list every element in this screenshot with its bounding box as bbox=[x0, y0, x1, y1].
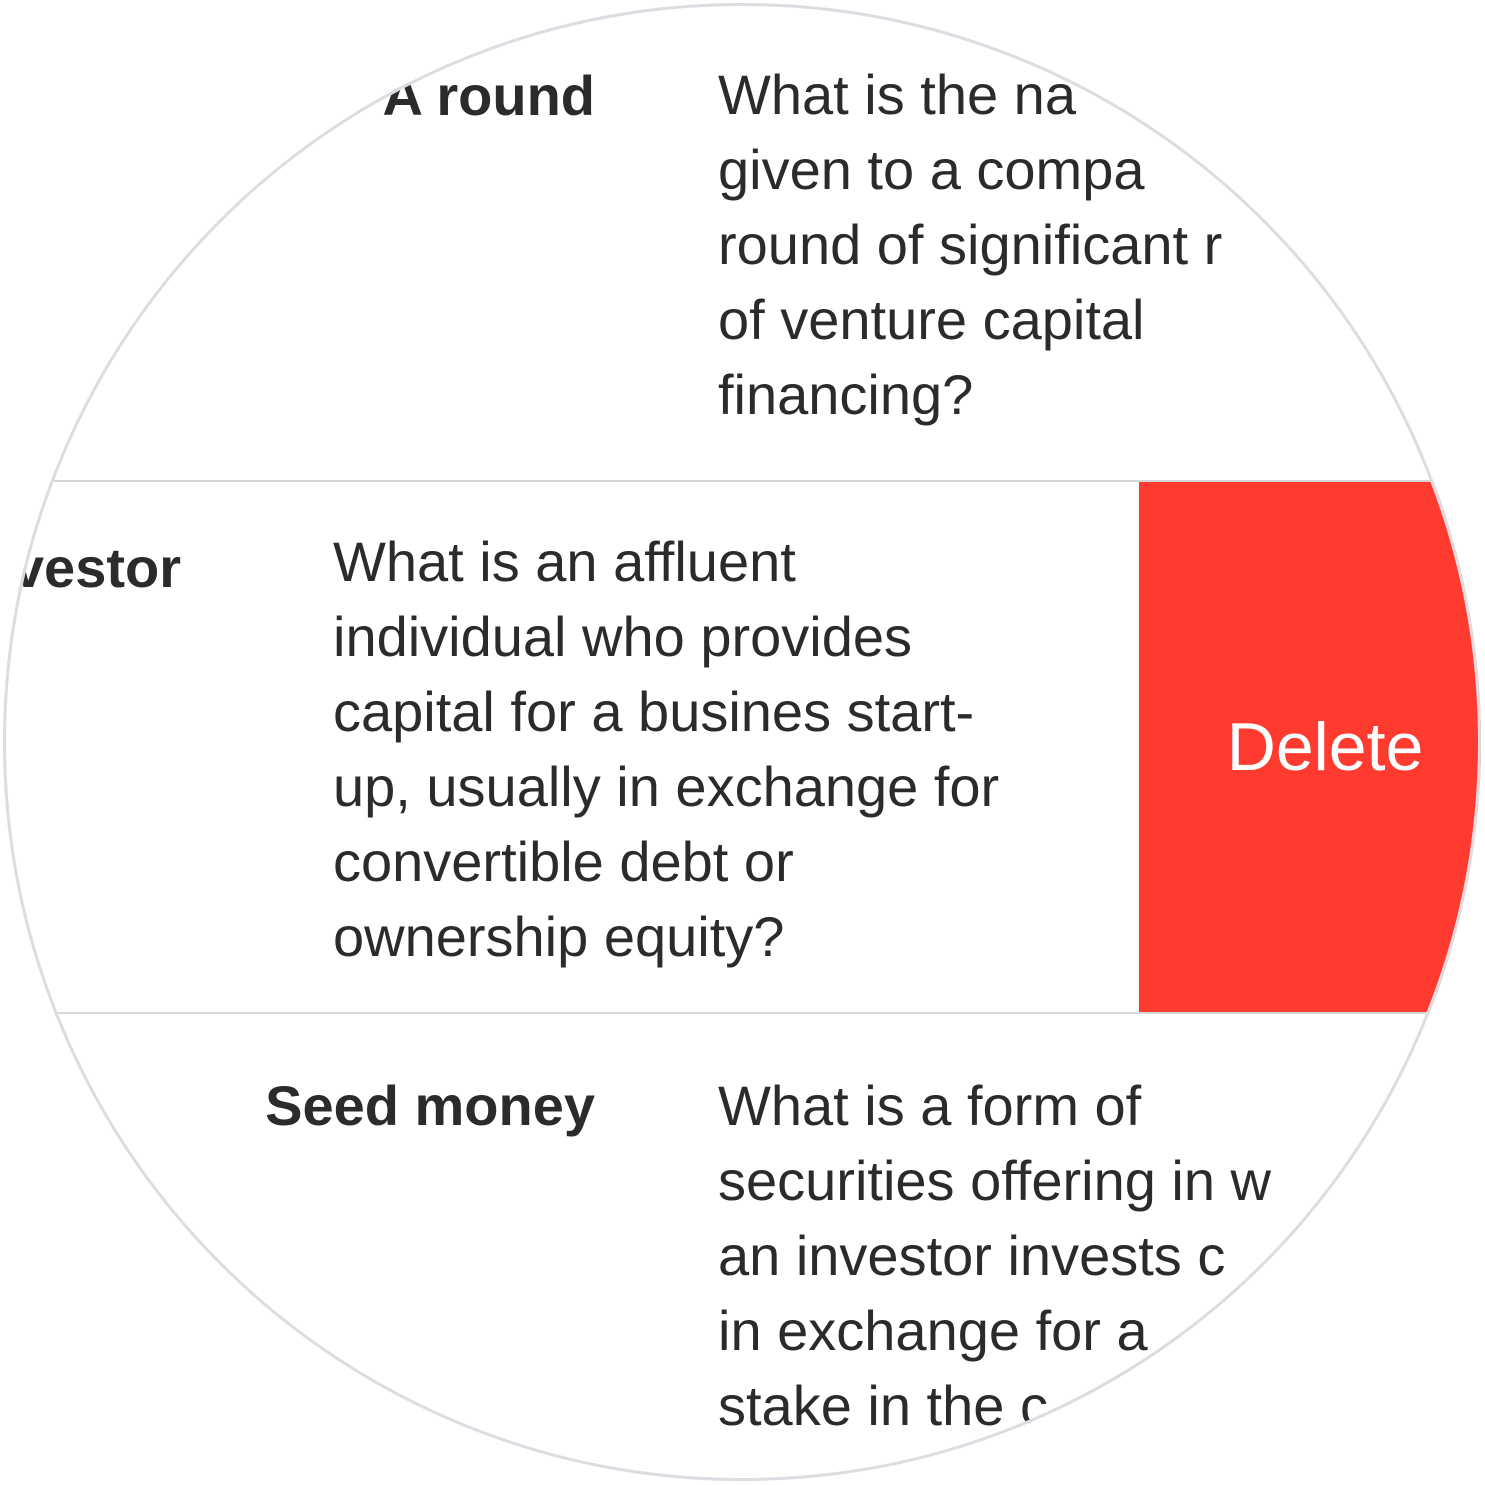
definition-line: What is a form of bbox=[718, 1074, 1142, 1137]
list-item[interactable]: Seed money What is a form of securities … bbox=[3, 1014, 1481, 1481]
list-item[interactable]: A round What is the na given to a compa … bbox=[3, 3, 1481, 480]
term-label: Seed money bbox=[265, 1074, 595, 1137]
definition-text: What is the na given to a compa round of… bbox=[718, 57, 1222, 432]
definition-line: securities offering in w bbox=[718, 1149, 1271, 1212]
definition-line: of venture capital bbox=[718, 288, 1145, 351]
definition-line: up, usually in exchange for bbox=[333, 755, 1000, 818]
definition-line: in exchange for a bbox=[718, 1299, 1148, 1362]
definition-line: financing? bbox=[718, 363, 974, 426]
definition-line: convertible debt or bbox=[333, 830, 794, 893]
list-item-swiped[interactable]: vestor What is an affluent individual wh… bbox=[3, 482, 1481, 1012]
term-label: A round bbox=[382, 64, 595, 127]
definition-line: given to a compa bbox=[718, 138, 1145, 201]
definition-line: an investor invests c bbox=[718, 1224, 1226, 1287]
delete-button[interactable]: Delete bbox=[1139, 482, 1481, 1012]
row-divider bbox=[3, 1012, 1481, 1014]
definition-line: What is an affluent bbox=[333, 530, 796, 593]
definition-text: What is an affluent individual who provi… bbox=[333, 524, 999, 974]
definition-line: individual who provides bbox=[333, 605, 913, 668]
magnified-list-view: A round What is the na given to a compa … bbox=[3, 3, 1481, 1481]
definition-line: What is the na bbox=[718, 63, 1076, 126]
term-label: vestor bbox=[12, 536, 181, 599]
row-divider bbox=[3, 480, 1481, 482]
definition-line: stake in the c bbox=[718, 1374, 1048, 1437]
delete-button-label: Delete bbox=[1226, 709, 1424, 785]
definition-line: round of significant r bbox=[718, 213, 1223, 276]
definition-text: What is a form of securities offering in… bbox=[718, 1068, 1271, 1443]
definition-line: ownership equity? bbox=[333, 905, 785, 968]
definition-line: capital for a busines start- bbox=[333, 680, 975, 743]
